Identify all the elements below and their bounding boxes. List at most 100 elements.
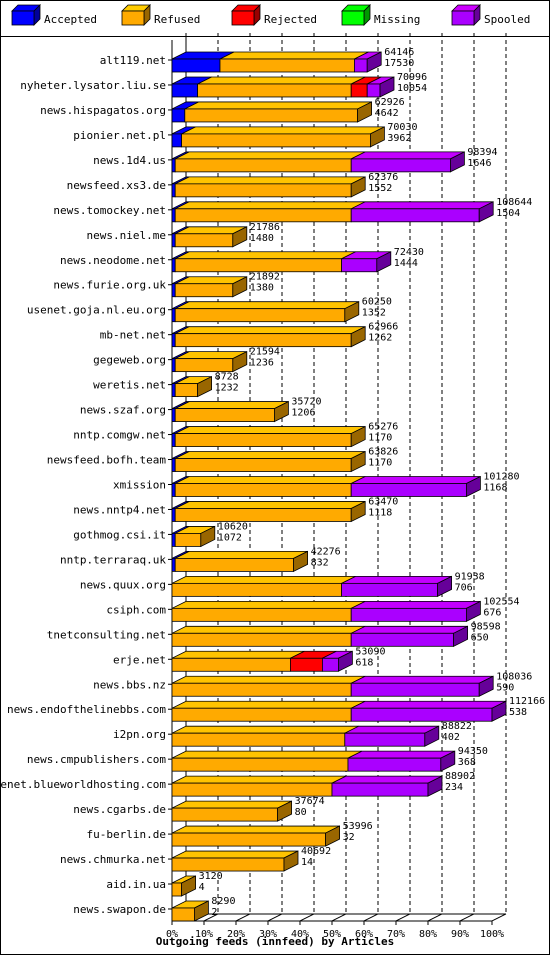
bar-side-face [193, 900, 209, 922]
bar-segment-refused-top [175, 401, 289, 409]
value-label-second: 368 [458, 757, 476, 768]
bar-segment-spooled [321, 657, 339, 672]
bar-segment-refused [171, 907, 195, 922]
bar-segment-refused-top [171, 675, 366, 684]
category-label: news.chmurka.net [60, 853, 166, 866]
bar-side-face [350, 425, 366, 448]
bar-segment-refused [171, 882, 182, 897]
bar-segment-refused [171, 682, 352, 697]
category-label: xmission [113, 478, 166, 491]
bar-segment-accepted [171, 433, 176, 447]
bar-side-face [181, 875, 197, 897]
value-label-second: 1170 [368, 433, 392, 444]
bar-side-face [350, 176, 366, 198]
category-label: news.1d4.us [93, 154, 166, 167]
bar-segment-refused [219, 58, 355, 73]
bar-segment-spooled-top [331, 775, 443, 784]
axis-corner-line [491, 913, 507, 922]
value-label-total: 42276 [311, 546, 341, 557]
bar-segment-accepted [171, 258, 176, 273]
value-label-second: 618 [355, 657, 373, 668]
value-label-second: 1352 [362, 308, 386, 319]
bar-side-face [424, 725, 440, 747]
bar-segment-refused-top [184, 101, 372, 110]
bar-segment-spooled [353, 58, 368, 73]
bar-segment-refused-top [175, 301, 359, 310]
value-label-second: 4642 [375, 108, 399, 119]
bar-segment-spooled [347, 757, 442, 772]
bar-segment-refused [184, 108, 359, 123]
x-axis: 0% 10% 20% 30% 40% 50% 60% 70% 80% 90% 100% [166, 920, 504, 940]
value-label-total: 112166 [509, 696, 545, 707]
value-label-total: 62926 [375, 97, 405, 108]
value-label-total: 70030 [387, 122, 417, 133]
category-label: weretis.net [93, 379, 166, 392]
bar-segment-refused-top [175, 251, 356, 260]
legend-swatch [341, 10, 365, 26]
category-label: newsfeed.xs3.de [67, 179, 166, 192]
bar-segment-refused [174, 208, 352, 223]
value-label-second: 590 [496, 682, 514, 693]
category-label: news.swapon.de [73, 903, 166, 916]
category-label: news.neodome.net [60, 254, 166, 267]
value-label-total: 108644 [496, 197, 532, 208]
bar-segment-refused [171, 757, 349, 772]
bar-segment-accepted [171, 383, 176, 398]
bar-segment-spooled-top [351, 151, 465, 160]
category-label: alt119.net [100, 54, 166, 67]
value-label-total: 40692 [301, 846, 331, 857]
bar-segment-refused-top [175, 501, 366, 509]
bar-segment-refused [174, 433, 352, 447]
bar-segment-spooled-top [351, 600, 481, 609]
x-tick-label: 100% [480, 929, 504, 940]
legend: Accepted Refused Rejected Missing Spooled [11, 4, 530, 26]
value-label-second: 1380 [250, 283, 274, 294]
bar-segment-accepted [171, 333, 176, 348]
bar-side-face [465, 600, 481, 622]
bar-side-face [283, 850, 299, 872]
bar-side-face [344, 301, 360, 323]
value-label-second: 14 [301, 857, 313, 868]
bar-segment-refused [174, 308, 346, 323]
bar-side-face [376, 251, 392, 273]
value-label-total: 8728 [215, 372, 239, 383]
bar-segment-refused-top [171, 825, 340, 834]
bar-segment-refused [171, 632, 352, 647]
bar-segment-spooled-top [351, 201, 494, 210]
legend-label: Refused [154, 13, 200, 26]
bar-segment-refused-top [171, 800, 292, 809]
bar-segment-refused-top [219, 51, 369, 60]
bar-segment-refused [171, 857, 285, 872]
bar-side-face [350, 500, 366, 523]
value-label-second: 4 [199, 882, 205, 893]
value-label-total: 94350 [458, 746, 488, 757]
legend-swatch [231, 10, 255, 26]
category-label: gothmog.csi.it [73, 528, 166, 541]
bar-side-face [379, 76, 395, 98]
bar-segment-accepted [171, 483, 176, 497]
category-label: aid.in.ua [106, 878, 166, 891]
category-label: news.hispagatos.org [40, 104, 166, 117]
bar-segment-spooled [350, 707, 493, 722]
value-label-total: 8290 [211, 896, 235, 907]
bar-segment-accepted [171, 83, 199, 98]
value-label-total: 3120 [199, 871, 223, 882]
bar-side-face [350, 326, 366, 348]
category-label: news.cgarbs.de [73, 803, 166, 816]
value-label-total: 91938 [455, 571, 485, 582]
category-label: news.tomockey.net [53, 204, 166, 217]
value-label-total: 21594 [250, 347, 280, 358]
value-label-total: 108036 [496, 671, 532, 682]
value-label-total: 102554 [483, 596, 519, 607]
legend-swatch [451, 10, 475, 26]
bar-side-face [366, 51, 382, 73]
bar-side-face [325, 825, 341, 847]
bar-segment-refused [171, 832, 327, 847]
